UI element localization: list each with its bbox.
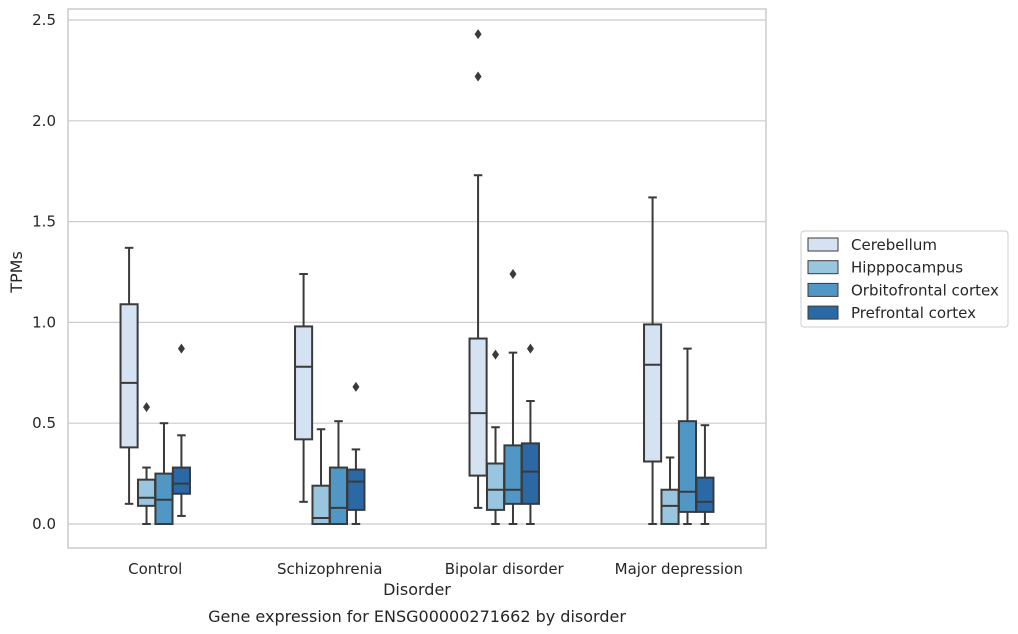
box-hipppocampus <box>136 402 157 525</box>
outlier-point <box>143 402 151 413</box>
x-tick-label: Schizophrenia <box>277 560 382 578</box>
box-cerebellum <box>294 273 314 503</box>
box-iqr <box>346 468 366 511</box>
box-orbitofrontal-cortex <box>154 422 174 526</box>
outlier-point <box>474 71 482 82</box>
legend-swatch <box>807 260 839 275</box>
y-tick-label: 1.0 <box>32 313 56 331</box>
box-iqr <box>154 472 174 526</box>
box-cerebellum <box>119 246 139 505</box>
box-prefrontal-cortex <box>171 343 191 517</box>
y-tick-label: 0.0 <box>32 515 56 533</box>
box-iqr <box>520 442 540 505</box>
box-iqr <box>136 478 157 507</box>
outlier-point <box>509 269 517 280</box>
box-prefrontal-cortex <box>346 381 366 525</box>
legend-label: Hipppocampus <box>851 259 963 277</box>
legend-swatch <box>807 237 839 252</box>
outlier-point <box>352 381 360 392</box>
chart-caption: Gene expression for ENSG00000271662 by d… <box>208 607 626 626</box>
box-iqr <box>294 325 314 441</box>
box-hipppocampus <box>485 349 506 525</box>
legend-frame <box>800 230 1009 328</box>
plot-frame <box>67 8 767 549</box>
y-axis-label: TPMs <box>7 251 26 294</box>
box-orbitofrontal-cortex <box>677 347 698 525</box>
box-iqr <box>119 303 139 449</box>
box-iqr <box>485 462 506 511</box>
box-iqr <box>643 323 663 463</box>
legend-swatch <box>807 305 839 320</box>
legend-label: Prefrontal cortex <box>851 304 976 322</box>
axes: 0.0 0.5 1.0 1.5 2.0 2.5 Control Schizophrenia Bi… <box>32 8 767 578</box>
y-tick-label: 2.5 <box>32 11 56 29</box>
legend-label: Cerebellum <box>851 236 937 254</box>
box-iqr <box>171 466 191 495</box>
box-iqr <box>468 337 488 477</box>
box-series <box>119 29 715 526</box>
outlier-point <box>492 349 500 360</box>
x-tick-label: Bipolar disorder <box>445 560 565 578</box>
box-iqr <box>503 444 523 505</box>
legend: Cerebellum Hipppocampus Orbitofrontal cort… <box>800 230 1009 328</box>
box-orbitofrontal-cortex <box>503 269 523 525</box>
x-tick-label: Major depression <box>615 560 743 578</box>
box-iqr <box>660 488 680 525</box>
box-iqr <box>695 476 715 513</box>
box-prefrontal-cortex <box>520 343 540 525</box>
y-tick-label: 2.0 <box>32 112 56 130</box>
y-tick-label: 1.5 <box>32 213 56 231</box>
outlier-point <box>526 343 534 354</box>
box-hipppocampus <box>660 456 680 525</box>
outlier-point <box>474 29 482 40</box>
legend-swatch <box>807 282 839 297</box>
legend-label: Orbitofrontal cortex <box>851 281 999 299</box>
box-iqr <box>677 420 698 513</box>
box-cerebellum <box>643 196 663 525</box>
x-axis-label: Disorder <box>383 580 451 599</box>
y-tick-label: 0.5 <box>32 414 56 432</box>
box-orbitofrontal-cortex <box>328 420 349 525</box>
box-iqr <box>328 466 349 525</box>
x-tick-label: Control <box>128 560 182 578</box>
box-prefrontal-cortex <box>695 424 715 525</box>
box-hipppocampus <box>311 428 331 526</box>
box-cerebellum <box>468 29 488 509</box>
outlier-point <box>177 343 185 354</box>
